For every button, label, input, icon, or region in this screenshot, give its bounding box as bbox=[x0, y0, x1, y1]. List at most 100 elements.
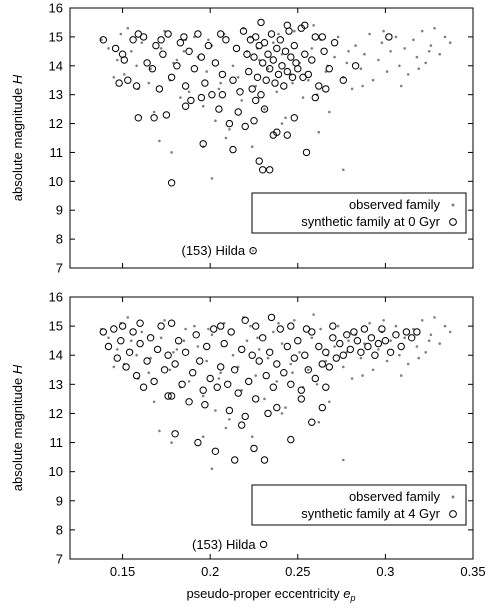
synthetic-point bbox=[252, 395, 260, 403]
y-tick-label: 7 bbox=[56, 261, 63, 276]
observed-point bbox=[126, 316, 130, 319]
synthetic-point bbox=[248, 351, 256, 359]
synthetic-point bbox=[190, 65, 199, 73]
synthetic-point bbox=[194, 438, 202, 447]
synthetic-point bbox=[329, 334, 337, 342]
observed-point bbox=[224, 136, 228, 140]
legend-label-observed: observed family bbox=[349, 489, 441, 504]
synthetic-point bbox=[332, 354, 340, 362]
observed-point bbox=[389, 50, 392, 53]
observed-point bbox=[116, 58, 119, 62]
observed-point bbox=[187, 90, 191, 94]
synthetic-point bbox=[187, 96, 195, 105]
legend-circle-marker bbox=[449, 510, 457, 518]
synthetic-point bbox=[152, 41, 160, 50]
synthetic-point bbox=[276, 36, 284, 44]
synthetic-point bbox=[287, 322, 295, 330]
synthetic-point bbox=[297, 386, 305, 394]
observed-point bbox=[333, 345, 336, 348]
observed-point bbox=[371, 78, 375, 82]
synthetic-point bbox=[245, 67, 253, 76]
synthetic-point bbox=[276, 325, 284, 333]
synthetic-point bbox=[343, 331, 351, 339]
synthetic-point bbox=[378, 325, 386, 333]
observed-point bbox=[205, 359, 208, 363]
synthetic-point bbox=[174, 337, 183, 345]
synthetic-point bbox=[269, 383, 277, 391]
synthetic-point bbox=[253, 73, 262, 82]
observed-point bbox=[284, 406, 287, 409]
observed-point bbox=[319, 327, 322, 331]
legend-label-synthetic: synthetic family at 4 Gyr bbox=[301, 506, 440, 521]
synthetic-point bbox=[304, 366, 312, 374]
observed-point bbox=[385, 359, 389, 363]
synthetic-point bbox=[136, 319, 144, 327]
y-tick-label: 11 bbox=[50, 145, 64, 160]
synthetic-point bbox=[201, 401, 209, 409]
synthetic-point bbox=[283, 21, 291, 29]
observed-point bbox=[214, 409, 217, 412]
synthetic-point bbox=[217, 30, 225, 38]
observed-point bbox=[219, 81, 222, 85]
synthetic-point bbox=[250, 53, 258, 61]
synthetic-point bbox=[288, 73, 297, 82]
hilda-label: (153) Hilda bbox=[182, 243, 246, 258]
observed-point bbox=[310, 47, 314, 50]
synthetic-point bbox=[192, 331, 200, 339]
y-tick-label: 8 bbox=[56, 232, 63, 247]
observed-point bbox=[438, 52, 442, 56]
synthetic-point bbox=[164, 30, 172, 38]
synthetic-point bbox=[367, 334, 376, 342]
synthetic-point bbox=[234, 389, 242, 397]
y-tick-label: 13 bbox=[49, 87, 63, 102]
synthetic-point bbox=[290, 114, 298, 122]
legend-label-observed: observed family bbox=[349, 197, 441, 212]
x-tick-label: 0.2 bbox=[201, 564, 219, 579]
y-tick-label: 12 bbox=[49, 406, 63, 421]
observed-point bbox=[107, 336, 110, 340]
observed-point bbox=[112, 365, 116, 369]
observed-point bbox=[130, 50, 133, 53]
observed-point bbox=[363, 52, 366, 56]
observed-point bbox=[342, 458, 345, 462]
synthetic-point bbox=[257, 18, 265, 27]
synthetic-point bbox=[224, 380, 232, 388]
synthetic-point bbox=[311, 374, 319, 383]
synthetic-point bbox=[278, 62, 286, 70]
observed-point bbox=[228, 128, 231, 131]
observed-point bbox=[307, 78, 310, 82]
synthetic-family-points bbox=[99, 18, 393, 187]
observed-point bbox=[345, 61, 349, 65]
observed-point bbox=[280, 412, 284, 415]
observed-point bbox=[175, 58, 179, 62]
observed-point bbox=[240, 99, 243, 102]
scatter-panel-bottom: 7 8 9 10 11 12 13 14 15 16 0.15 0.2 0.25 0.3 0.35 abs… bbox=[10, 290, 486, 604]
observed-point bbox=[342, 365, 345, 369]
synthetic-point bbox=[325, 363, 333, 371]
observed-point bbox=[214, 119, 217, 122]
scatter-panel-top: 7 8 9 10 11 12 13 14 15 16 absolute magnitude H o… bbox=[10, 1, 474, 276]
synthetic-point bbox=[122, 363, 130, 371]
synthetic-point bbox=[203, 342, 211, 351]
synthetic-point bbox=[259, 334, 267, 342]
synthetic-point bbox=[311, 33, 319, 41]
observed-point bbox=[433, 316, 436, 319]
synthetic-point bbox=[255, 157, 263, 165]
legend-label-synthetic: synthetic family at 0 Gyr bbox=[301, 214, 440, 229]
synthetic-point bbox=[132, 371, 141, 380]
synthetic-point bbox=[260, 456, 269, 464]
synthetic-point bbox=[99, 328, 108, 336]
synthetic-point bbox=[241, 412, 249, 421]
synthetic-point bbox=[386, 348, 395, 356]
observed-point bbox=[159, 336, 163, 340]
observed-point bbox=[389, 339, 392, 343]
observed-point bbox=[406, 362, 410, 366]
synthetic-point bbox=[302, 148, 311, 157]
synthetic-point bbox=[260, 39, 269, 47]
observed-point bbox=[310, 336, 314, 340]
x-tick-label: 0.35 bbox=[460, 564, 485, 579]
synthetic-point bbox=[267, 30, 276, 38]
observed-point bbox=[275, 90, 279, 94]
observed-point bbox=[163, 319, 166, 322]
synthetic-point bbox=[236, 88, 244, 96]
